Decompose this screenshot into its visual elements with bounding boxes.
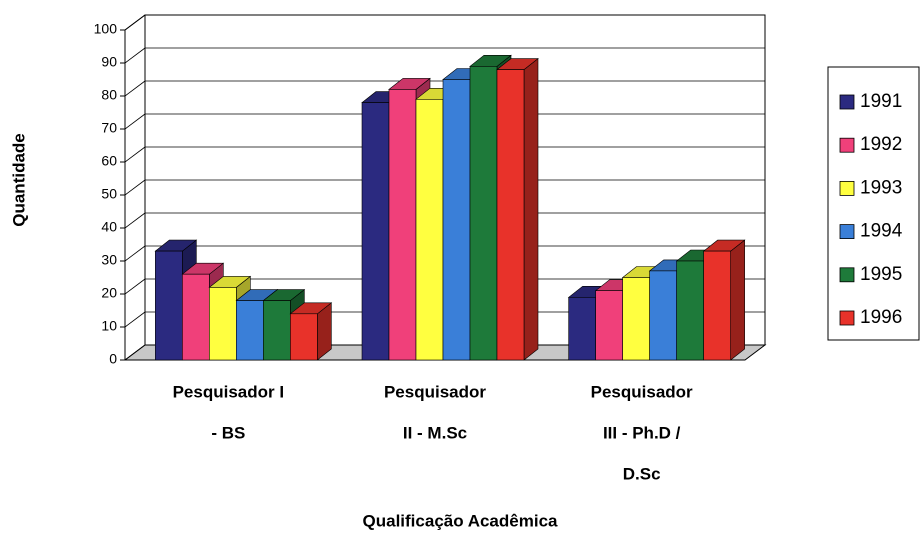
- legend-swatch: [839, 267, 855, 283]
- legend-label: 1991: [860, 91, 902, 112]
- y-tick-label: 90: [101, 54, 117, 70]
- legend-swatch: [839, 224, 855, 240]
- grid-line: [124, 344, 146, 361]
- grid-line: [124, 146, 146, 163]
- y-tick-label: 70: [101, 120, 117, 136]
- y-axis-title: Quantidade: [9, 133, 28, 227]
- x-tick-label: Pesquisador I: [173, 382, 284, 401]
- bar: [182, 273, 210, 361]
- x-tick-label: D.Sc: [623, 464, 661, 483]
- bar: [361, 102, 390, 361]
- grid-line: [124, 278, 146, 295]
- bar: [496, 69, 525, 361]
- y-tick-label: 30: [101, 252, 117, 268]
- legend-label: 1994: [860, 221, 903, 242]
- y-tick-label: 60: [101, 153, 117, 169]
- bar: [415, 99, 444, 361]
- legend-swatch: [839, 137, 855, 153]
- bar: [236, 300, 264, 361]
- x-tick-label: Pesquisador: [384, 382, 486, 401]
- bar-side: [730, 239, 745, 361]
- legend-label: 1993: [860, 177, 902, 198]
- bar: [649, 270, 677, 361]
- y-tick-label: 0: [109, 351, 117, 367]
- y-tick-label: 100: [94, 21, 118, 37]
- x-tick-label: Pesquisador: [591, 382, 693, 401]
- bar: [469, 66, 498, 361]
- y-tick-label: 40: [101, 219, 117, 235]
- legend-label: 1996: [860, 307, 902, 328]
- bar: [290, 313, 318, 361]
- grid-line: [124, 311, 146, 328]
- grid-line: [124, 245, 146, 262]
- bar: [442, 79, 471, 361]
- bar-side: [523, 57, 539, 361]
- bar: [703, 250, 731, 361]
- y-tick-label: 20: [101, 285, 117, 301]
- bar: [568, 296, 596, 361]
- y-axis-back: [124, 14, 146, 31]
- y-tick-label: 80: [101, 87, 117, 103]
- legend-label: 1995: [860, 264, 902, 285]
- legend-swatch: [839, 180, 855, 196]
- grid-line: [124, 80, 146, 97]
- legend-swatch: [839, 310, 855, 326]
- legend-box: [827, 66, 920, 341]
- grid-line: [124, 179, 146, 196]
- legend-label: 1992: [860, 134, 902, 155]
- bar: [263, 300, 291, 361]
- y-tick-label: 50: [101, 186, 117, 202]
- x-axis-title: Qualificação Acadêmica: [363, 511, 559, 530]
- x-tick-label: II - M.Sc: [403, 423, 467, 442]
- bar: [388, 89, 417, 361]
- bar: [209, 287, 237, 361]
- x-tick-label: III - Ph.D /: [603, 423, 681, 442]
- bar: [622, 277, 650, 361]
- y-tick-label: 10: [101, 318, 117, 334]
- x-tick-label: - BS: [211, 423, 245, 442]
- bar: [676, 260, 704, 361]
- grid-line: [124, 47, 146, 64]
- grid-line: [124, 212, 146, 229]
- legend-swatch: [839, 94, 855, 110]
- bar: [155, 250, 183, 361]
- bar: [595, 290, 623, 361]
- grid-line: [124, 113, 146, 130]
